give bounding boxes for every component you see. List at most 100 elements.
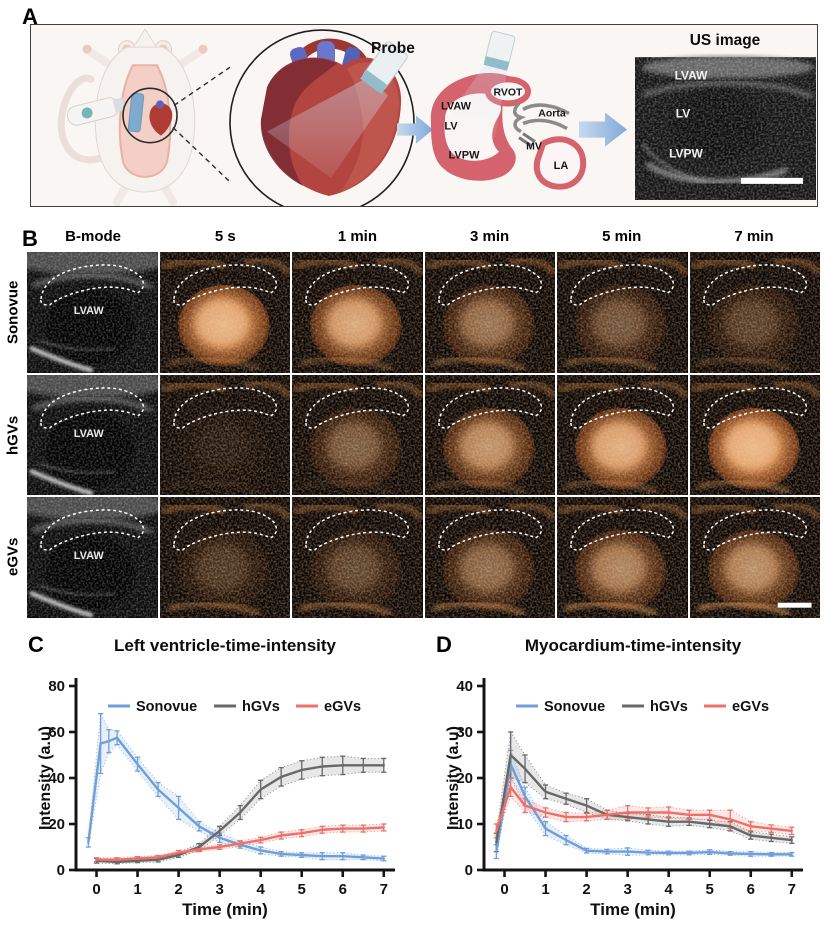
column-header: B-mode (65, 228, 121, 245)
ultrasound-beam (445, 61, 509, 138)
us-image-cell (424, 497, 555, 618)
column-header: 3 min (469, 228, 510, 245)
lvaw-roi-outline (172, 264, 277, 306)
us-image-cell (689, 252, 820, 373)
probe-mini (483, 30, 516, 71)
lvaw-roi-outline (702, 509, 807, 552)
us-cell-graphic (159, 497, 290, 618)
row-label-egvs: eGVs (4, 537, 22, 577)
x-tick-label: 4 (665, 881, 674, 898)
lvaw-label: LVAW (74, 305, 105, 317)
us-image-cell (424, 252, 555, 373)
x-tick-label: 3 (623, 881, 631, 898)
series-line-egvs (495, 785, 793, 833)
us-image-cell: LVAW (27, 252, 158, 373)
schematic-rvot-label: RVOT (494, 86, 524, 98)
chart-d-svg: 0 10 20 30 40 0 1 2 3 4 5 6 7 Sonovue hGVs eGVs (456, 678, 803, 898)
aorta-line (522, 103, 570, 116)
column-header: 5 s (214, 228, 236, 245)
schematic-aorta-label: Aorta (538, 107, 566, 119)
x-tick-label: 2 (174, 881, 182, 898)
y-tick-label: 0 (57, 862, 65, 879)
panel-b-header-row: B-mode 5 s 1 min 3 min 5 min 7 min (27, 228, 820, 248)
us-cell-graphic (159, 374, 290, 496)
zoom-dashed-line (173, 66, 231, 107)
lvaw-roi-outline (702, 264, 807, 306)
us-cell-graphic (424, 374, 555, 496)
lvaw-roi-outline (570, 264, 675, 306)
us-image-cell (689, 497, 820, 618)
y-tick-label: 10 (456, 816, 473, 833)
heart-annotation-circle (122, 87, 178, 144)
error-band-sonovue (87, 711, 385, 862)
lvaw-roi-outline (570, 509, 675, 552)
mouse-tail (57, 74, 115, 164)
us-cell-graphic: LVAW (27, 497, 158, 618)
schematic-lvpw-label: LVPW (449, 150, 481, 162)
panel-a-graphic: Probe LVAW LV LVPW (57, 28, 816, 206)
panel-b-image-grid: LVAW LVAW LVAW (27, 252, 820, 618)
mouse-paw (82, 44, 92, 54)
us-cell-graphic: LVAW (27, 252, 158, 373)
x-tick-label: 6 (339, 881, 347, 898)
us-lvaw-label: LVAW (675, 68, 708, 82)
error-bars-sonovue (493, 749, 795, 860)
heart-cross-section: LVAW LV LVPW RVOT Aorta MV LA (430, 30, 587, 190)
lvaw-roi-outline (305, 264, 410, 306)
x-tick-label: 7 (788, 881, 796, 898)
us-image-cell (159, 497, 290, 618)
lvaw-roi-outline (437, 264, 542, 306)
y-tick-label: 0 (465, 862, 473, 879)
legend-label-egvs: eGVs (732, 699, 769, 715)
lvaw-roi-outline (437, 509, 542, 552)
x-tick-label: 4 (257, 881, 266, 898)
lvaw-roi-outline (305, 509, 410, 552)
us-cell-graphic (424, 497, 555, 618)
us-cell-graphic (292, 497, 423, 618)
lvaw-roi-outline (40, 264, 145, 306)
us-lv-label: LV (676, 106, 690, 120)
y-tick-label: 20 (456, 770, 473, 787)
mitral-valve-lines (518, 132, 536, 147)
x-tick-label: 5 (706, 881, 714, 898)
heart-closeup: Probe (229, 29, 415, 206)
us-cell-graphic (292, 374, 423, 496)
lvaw-roi-outline (702, 386, 807, 429)
lvaw-roi-outline (305, 386, 410, 429)
column-header: 1 min (337, 228, 377, 245)
error-bars-sonovue (85, 712, 387, 862)
chart-d-xlabel: Time (min) (590, 900, 676, 919)
x-tick-label: 7 (380, 881, 388, 898)
us-cell-graphic (557, 252, 688, 373)
mouse-illustration (57, 28, 231, 206)
panel-d-label: D (436, 632, 452, 657)
us-image-cell (689, 374, 820, 496)
legend-label-sonovue: Sonovue (544, 699, 605, 715)
probe-head-on-chest (127, 92, 145, 133)
probe-handle (66, 97, 126, 126)
series-line-egvs (95, 826, 385, 861)
chart-d-title: Myocardium-time-intensity (524, 636, 742, 655)
series-line-sonovue (495, 762, 793, 856)
probe-illustration (360, 41, 408, 95)
mouse-heart (149, 103, 173, 136)
flow-arrow (579, 112, 627, 147)
x-tick-label: 5 (298, 881, 306, 898)
row-label-sonovue: Sonovue (4, 280, 22, 344)
panel-c-label: C (28, 632, 44, 657)
series-line-sonovue (87, 736, 385, 860)
us-image-cell (557, 497, 688, 618)
legend-label-sonovue: Sonovue (136, 699, 197, 715)
mouse-paw (198, 44, 208, 54)
lvaw-label: LVAW (74, 427, 105, 439)
lvaw-label: LVAW (74, 550, 105, 562)
us-cell-graphic (557, 497, 688, 618)
us-image-cell (292, 374, 423, 496)
heart-left-lobe (260, 58, 337, 186)
lvaw-roi-outline (437, 386, 542, 429)
schematic-lv-label: LV (444, 121, 458, 133)
panel-a-label: A (22, 4, 38, 29)
mouse-heart-vessel (156, 100, 164, 109)
legend-label-egvs: eGVs (324, 699, 361, 715)
us-image-cell (292, 497, 423, 618)
